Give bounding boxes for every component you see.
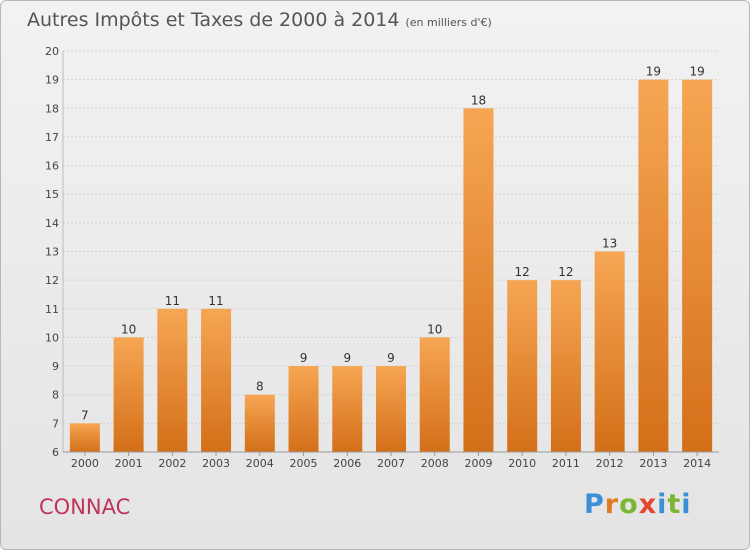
x-tick-label: 2009	[464, 457, 492, 470]
bar-value-label: 10	[121, 322, 136, 336]
y-tick-label: 6	[52, 446, 59, 459]
brand-letter: t	[667, 489, 682, 520]
bar	[638, 79, 669, 453]
x-tick-label: 2006	[333, 457, 361, 470]
brand-letter: i	[681, 489, 692, 520]
x-tick-label: 2000	[71, 457, 99, 470]
y-tick-label: 14	[45, 217, 59, 230]
bar	[507, 280, 538, 452]
x-tick-label: 2001	[115, 457, 143, 470]
bar	[463, 108, 494, 453]
y-tick-label: 8	[52, 389, 59, 402]
brand-letter: P	[584, 489, 605, 520]
y-tick-label: 16	[45, 160, 59, 173]
x-tick-label: 2007	[377, 457, 405, 470]
bar	[332, 366, 363, 452]
bar	[201, 308, 232, 452]
y-tick-label: 7	[52, 417, 59, 430]
y-tick-label: 9	[52, 360, 59, 373]
bar-value-label: 11	[165, 294, 180, 308]
bar	[244, 394, 275, 452]
bar-value-label: 8	[256, 380, 264, 394]
y-tick-label: 11	[45, 303, 59, 316]
x-tick-label: 2011	[552, 457, 580, 470]
bar-value-label: 13	[602, 237, 617, 251]
bar-value-label: 9	[387, 351, 395, 365]
x-axis: 2000 2001 2002 2003 2004 2005 2006 2007 2008 2009…	[63, 451, 719, 470]
bar-value-label: 10	[427, 322, 442, 336]
x-tick-label: 2014	[683, 457, 711, 470]
brand-letter: x	[638, 489, 658, 520]
y-tick-label: 17	[45, 131, 59, 144]
x-tick-label: 2005	[290, 457, 318, 470]
brand-letter: r	[604, 489, 620, 520]
bars: 7 10 11 11 8 9 9 9 10 18 12 12 13 19 19	[69, 65, 713, 453]
bar	[157, 308, 188, 452]
y-tick-label: 13	[45, 246, 59, 259]
y-tick-label: 10	[45, 331, 59, 344]
bar-value-label: 9	[300, 351, 308, 365]
y-tick-label: 19	[45, 74, 59, 87]
bar-value-label: 18	[471, 93, 486, 107]
brand-letter: i	[657, 489, 668, 520]
brand-logo: Proxiti	[584, 489, 692, 520]
bar	[682, 79, 713, 453]
bar-value-label: 7	[81, 408, 89, 422]
chart-title: Autres Impôts et Taxes de 2000 à 2014 (en…	[27, 9, 492, 31]
y-tick-label: 12	[45, 274, 59, 287]
y-tick-label: 18	[45, 102, 59, 115]
brand-letter: o	[619, 489, 639, 520]
bar	[376, 366, 406, 452]
x-tick-label: 2010	[508, 457, 536, 470]
bar-value-label: 19	[689, 65, 704, 79]
x-tick-label: 2013	[639, 457, 667, 470]
chart-title-text: Autres Impôts et Taxes de 2000 à 2014	[27, 9, 400, 31]
bar	[288, 366, 319, 452]
x-tick-label: 2004	[246, 457, 274, 470]
bar-chart: 6 7 8 9 10 11 12 13 14 15 16 17 18 19 20 7 10 11 11 8 9 9 9 10…	[45, 45, 719, 470]
bar	[550, 280, 581, 452]
x-tick-label: 2002	[158, 457, 186, 470]
bar	[594, 251, 625, 452]
x-tick-label: 2012	[596, 457, 624, 470]
x-tick-label: 2003	[202, 457, 230, 470]
bar-value-label: 9	[343, 351, 351, 365]
bar	[419, 337, 450, 452]
chart-subtitle: (en milliers d'€)	[405, 16, 492, 29]
y-tick-label: 15	[45, 188, 59, 201]
bar-value-label: 12	[558, 265, 573, 279]
y-tick-label: 20	[45, 45, 59, 58]
x-tick-label: 2008	[421, 457, 449, 470]
bar-value-label: 19	[646, 65, 661, 79]
bar-value-label: 12	[515, 265, 530, 279]
bar-value-label: 11	[208, 294, 223, 308]
city-name: CONNAC	[39, 495, 131, 519]
y-axis: 6 7 8 9 10 11 12 13 14 15 16 17 18 19 20	[45, 45, 59, 459]
bar	[113, 337, 144, 452]
bar	[69, 423, 100, 452]
